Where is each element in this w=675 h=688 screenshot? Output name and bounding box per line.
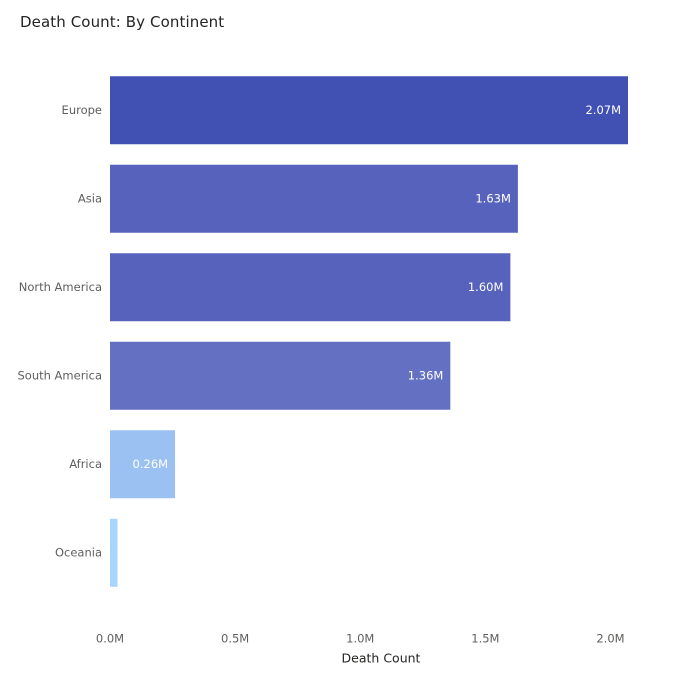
x-tick-label: 1.0M — [346, 632, 374, 646]
category-label: Asia — [78, 191, 102, 205]
bar-europe[interactable] — [110, 76, 628, 145]
x-tick-label: 1.5M — [471, 632, 499, 646]
x-tick-label: 0.5M — [221, 632, 249, 646]
data-label: 1.60M — [468, 280, 504, 294]
bar-south-america[interactable] — [110, 341, 451, 410]
category-label: Europe — [62, 103, 102, 117]
data-label: 1.63M — [475, 191, 511, 205]
data-label: 0.26M — [133, 457, 169, 471]
category-label: North America — [19, 280, 102, 294]
bar-north-america[interactable] — [110, 253, 511, 322]
x-tick-label: 0.0M — [96, 632, 124, 646]
chart-title: Death Count: By Continent — [20, 13, 225, 31]
bar-oceania[interactable] — [110, 518, 118, 587]
data-label: 1.36M — [408, 368, 444, 382]
category-label: Oceania — [55, 545, 102, 559]
data-label: 2.07M — [585, 103, 621, 117]
category-label: South America — [17, 368, 102, 382]
x-tick-label: 2.0M — [596, 632, 624, 646]
x-axis-title: Death Count — [342, 651, 421, 666]
bar-asia[interactable] — [110, 164, 518, 233]
bar-africa[interactable] — [110, 430, 176, 499]
category-label: Africa — [69, 457, 102, 471]
